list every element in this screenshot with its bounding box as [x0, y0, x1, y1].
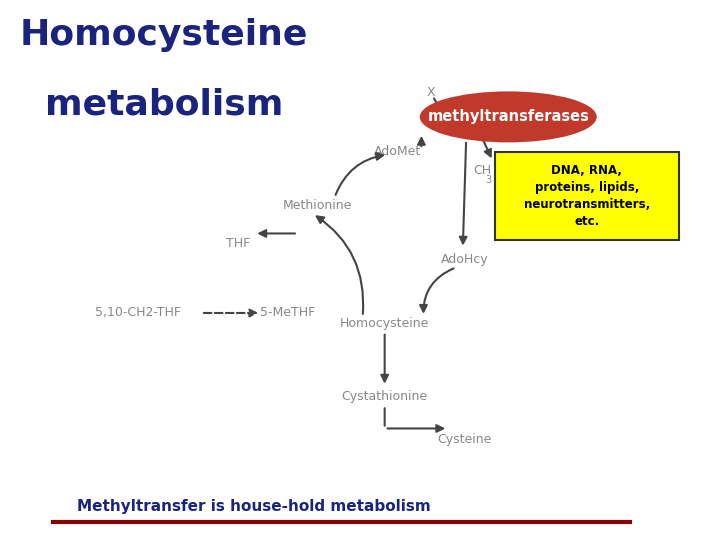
- Text: Cysteine: Cysteine: [438, 433, 492, 446]
- Text: methyltransferases: methyltransferases: [427, 110, 589, 124]
- Text: AdoHcy: AdoHcy: [441, 253, 489, 266]
- Text: CH: CH: [474, 164, 492, 177]
- Bar: [495, 152, 678, 240]
- Text: Homocysteine: Homocysteine: [20, 17, 308, 51]
- Text: X: X: [427, 86, 436, 99]
- Text: 5-MeTHF: 5-MeTHF: [260, 307, 315, 320]
- Text: DNA, RNA,
proteins, lipids,
neurotransmitters,
etc.: DNA, RNA, proteins, lipids, neurotransmi…: [523, 164, 650, 228]
- Text: Cystathionine: Cystathionine: [341, 390, 428, 403]
- Text: -X: -X: [493, 164, 506, 177]
- Text: 3: 3: [485, 176, 492, 185]
- Text: 5,10-CH2-THF: 5,10-CH2-THF: [94, 307, 181, 320]
- Ellipse shape: [420, 91, 597, 143]
- Text: Methionine: Methionine: [283, 199, 353, 212]
- Text: Methyltransfer is house-hold metabolism: Methyltransfer is house-hold metabolism: [78, 500, 431, 515]
- Text: Homocysteine: Homocysteine: [340, 317, 429, 330]
- Text: THF: THF: [225, 237, 250, 249]
- Text: metabolism: metabolism: [45, 87, 284, 122]
- Text: AdoMet: AdoMet: [374, 145, 422, 158]
